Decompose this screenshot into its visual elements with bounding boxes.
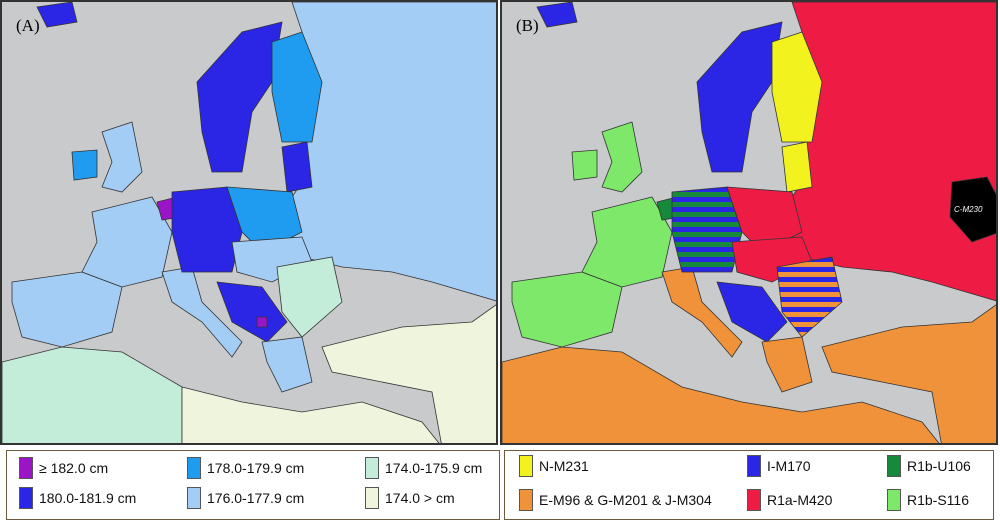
legend-item: ≥ 182.0 cm <box>19 457 108 479</box>
region-greece <box>761 336 813 393</box>
legend-item: R1b-S116 <box>887 489 969 511</box>
legend-item: N-M231 <box>519 455 589 477</box>
region-ireland <box>571 149 598 181</box>
legend-item: 180.0-181.9 cm <box>19 487 136 509</box>
panel-label-b: (B) <box>516 16 539 35</box>
legend-label: R1b-S116 <box>907 492 970 508</box>
legend-label: 178.0-179.9 cm <box>207 460 305 476</box>
legend-label: R1a-M420 <box>767 492 833 508</box>
region-africa-east <box>181 386 440 443</box>
region-baltics <box>281 141 313 193</box>
legend-label: E-M96 & G-M201 & J-M304 <box>539 492 712 508</box>
region-baltics <box>781 141 813 193</box>
legend-swatch <box>519 489 533 511</box>
region-c-m230 <box>949 176 996 243</box>
region-greece <box>261 336 313 393</box>
legend-swatch <box>887 489 901 511</box>
legend-label: ≥ 182.0 cm <box>39 460 109 476</box>
region-turkey <box>321 304 496 443</box>
region-norway-sweden <box>196 21 283 173</box>
region-romania-bulgaria <box>276 256 343 338</box>
legend-haplogroups: N-M231 E-M96 & G-M201 & J-M304 I-M170 R1… <box>504 450 994 520</box>
map-tag-c-m230: C-M230 <box>954 205 983 214</box>
region-iberia <box>511 271 623 348</box>
panel-label-a: (A) <box>16 16 40 35</box>
legend-label: 174.0-175.9 cm <box>385 460 483 476</box>
region-italy <box>661 266 743 358</box>
region-iberia <box>11 271 123 348</box>
legend-swatch <box>365 457 379 479</box>
legend-label: 180.0-181.9 cm <box>39 490 137 506</box>
region-east <box>781 2 996 302</box>
map-panel-a-height: (A) <box>0 0 498 445</box>
region-finland <box>271 31 323 143</box>
region-turkey <box>821 304 996 443</box>
region-montenegro <box>256 316 268 328</box>
legend-swatch <box>747 455 761 477</box>
legend-label: 176.0-177.9 cm <box>207 490 305 506</box>
legend-item: R1b-U106 <box>887 455 971 477</box>
legend-label: R1b-U106 <box>907 458 971 474</box>
region-east <box>281 2 496 302</box>
region-iceland <box>36 2 78 28</box>
legend-item: R1a-M420 <box>747 489 832 511</box>
region-france <box>581 196 673 288</box>
legend-label: N-M231 <box>539 458 589 474</box>
legend-item: 174.0 > cm <box>365 487 455 509</box>
legend-label: 174.0 > cm <box>385 490 455 506</box>
region-uk <box>101 121 143 193</box>
legend-item: 178.0-179.9 cm <box>187 457 304 479</box>
legend-swatch <box>187 457 201 479</box>
region-balkans <box>216 281 288 343</box>
region-finland <box>771 31 823 143</box>
legend-swatch <box>19 487 33 509</box>
legend-swatch <box>187 487 201 509</box>
legend-swatch <box>19 457 33 479</box>
legend-item: 174.0-175.9 cm <box>365 457 482 479</box>
region-ireland <box>71 149 98 181</box>
region-romania <box>776 256 843 338</box>
region-italy <box>161 266 243 358</box>
region-france <box>81 196 173 288</box>
legend-swatch <box>887 455 901 477</box>
region-norway-sweden <box>696 21 783 173</box>
region-balkans <box>716 281 788 343</box>
legend-item: E-M96 & G-M201 & J-M304 <box>519 489 712 511</box>
region-africa <box>502 346 940 443</box>
legend-item: I-M170 <box>747 455 811 477</box>
map-a <box>2 2 496 443</box>
legend-swatch <box>519 455 533 477</box>
map-panel-b-haplogroups: C-M230 (B) <box>500 0 998 445</box>
legend-swatch <box>365 487 379 509</box>
region-uk <box>601 121 643 193</box>
legend-height: ≥ 182.0 cm 180.0-181.9 cm 178.0-179.9 cm… <box>6 450 500 520</box>
region-iceland <box>536 2 578 28</box>
legend-label: I-M170 <box>767 458 811 474</box>
legend-swatch <box>747 489 761 511</box>
map-b <box>502 2 996 443</box>
region-africa-west <box>2 346 183 443</box>
legend-item: 176.0-177.9 cm <box>187 487 304 509</box>
